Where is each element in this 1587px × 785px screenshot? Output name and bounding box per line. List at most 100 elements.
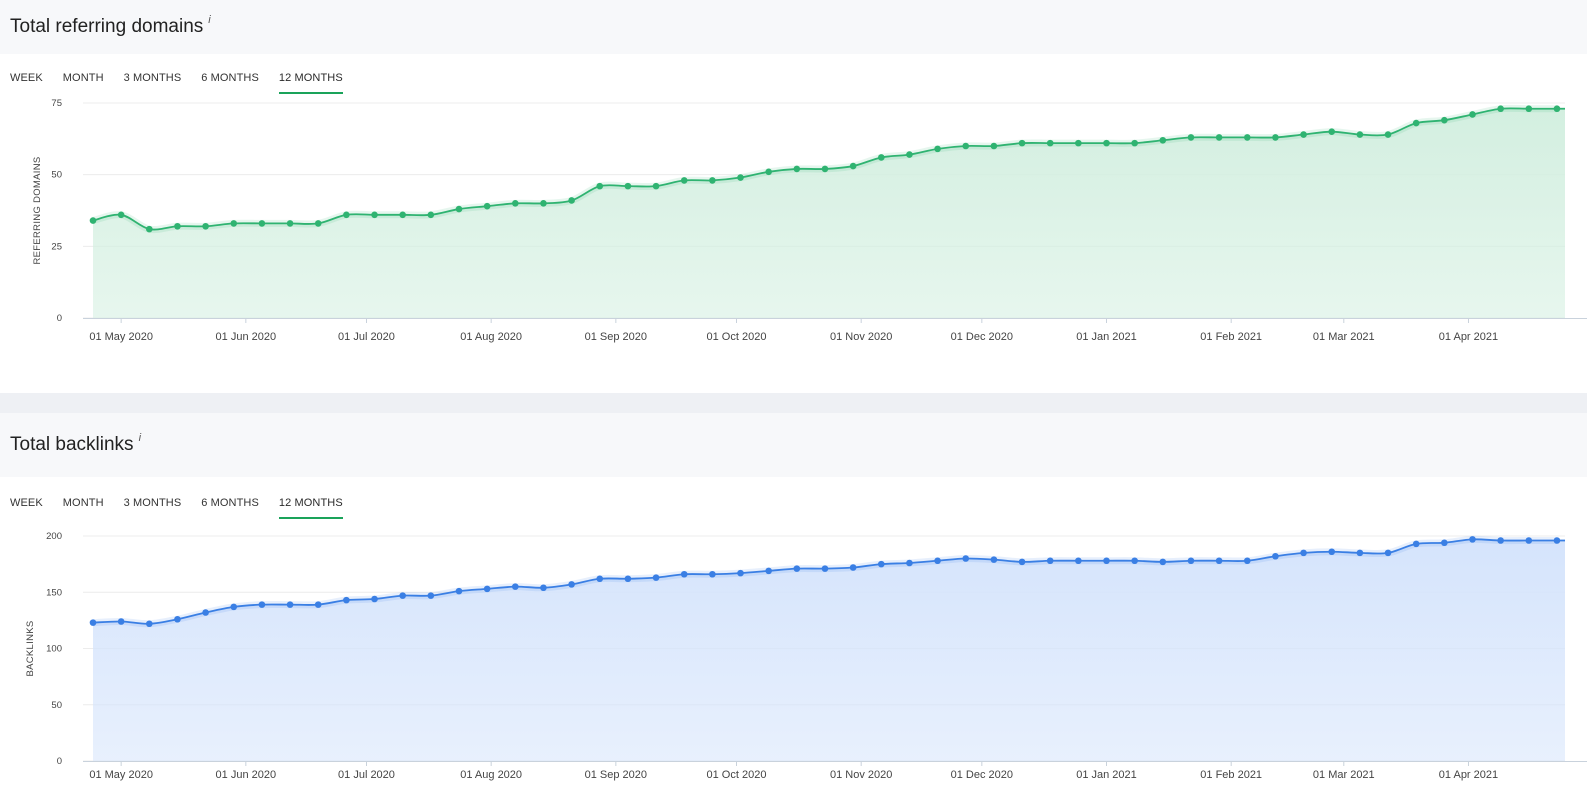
data-point[interactable] xyxy=(962,555,970,562)
data-point[interactable] xyxy=(765,168,772,176)
data-point[interactable] xyxy=(1384,131,1392,138)
data-point[interactable] xyxy=(1497,105,1504,113)
data-point[interactable] xyxy=(934,145,941,153)
data-point[interactable] xyxy=(286,220,294,227)
data-point[interactable] xyxy=(1075,557,1082,565)
data-point[interactable] xyxy=(343,211,350,219)
data-point[interactable] xyxy=(765,567,772,575)
data-point[interactable] xyxy=(258,601,266,608)
data-point[interactable] xyxy=(1243,134,1251,141)
data-point[interactable] xyxy=(1525,537,1533,544)
data-point[interactable] xyxy=(1159,558,1167,566)
data-point[interactable] xyxy=(117,618,125,625)
data-point[interactable] xyxy=(568,581,575,588)
data-point[interactable] xyxy=(877,154,885,161)
data-point[interactable] xyxy=(89,619,97,626)
tab-6-months[interactable]: 6 MONTHS xyxy=(201,497,259,509)
data-point[interactable] xyxy=(1018,558,1026,566)
info-icon[interactable]: i xyxy=(138,432,142,444)
data-point[interactable] xyxy=(1441,116,1448,124)
data-point[interactable] xyxy=(962,142,970,150)
data-point[interactable] xyxy=(1272,134,1279,141)
data-point[interactable] xyxy=(1131,557,1138,565)
data-point[interactable] xyxy=(1328,548,1336,556)
tab-month[interactable]: MONTH xyxy=(62,72,104,84)
data-point[interactable] xyxy=(230,220,238,227)
data-point[interactable] xyxy=(343,596,350,604)
data-point[interactable] xyxy=(202,609,209,616)
tab-week[interactable]: WEEK xyxy=(10,497,43,509)
data-point[interactable] xyxy=(1046,139,1054,147)
data-point[interactable] xyxy=(1103,557,1110,565)
data-point[interactable] xyxy=(1187,134,1195,141)
data-point[interactable] xyxy=(906,151,913,158)
data-point[interactable] xyxy=(652,574,660,581)
tab-week[interactable]: WEEK xyxy=(10,72,43,84)
data-point[interactable] xyxy=(258,220,266,227)
tab-12-months[interactable]: 12 MONTHS xyxy=(278,72,343,94)
data-point[interactable] xyxy=(1272,552,1279,560)
data-point[interactable] xyxy=(1412,540,1420,548)
data-point[interactable] xyxy=(877,560,885,568)
data-point[interactable] xyxy=(483,202,491,210)
data-point[interactable] xyxy=(1553,537,1561,544)
data-point[interactable] xyxy=(737,569,744,577)
data-point[interactable] xyxy=(1497,537,1504,544)
data-point[interactable] xyxy=(427,592,435,599)
data-point[interactable] xyxy=(511,200,519,207)
data-point[interactable] xyxy=(286,601,294,608)
data-point[interactable] xyxy=(1159,136,1167,144)
data-point[interactable] xyxy=(1075,139,1082,147)
data-point[interactable] xyxy=(1469,536,1476,543)
info-icon[interactable]: i xyxy=(208,14,211,26)
data-point[interactable] xyxy=(1412,119,1420,127)
data-point[interactable] xyxy=(427,211,435,219)
data-point[interactable] xyxy=(230,603,238,611)
data-point[interactable] xyxy=(990,142,998,150)
data-point[interactable] xyxy=(511,583,519,590)
data-point[interactable] xyxy=(314,601,322,608)
data-point[interactable] xyxy=(709,177,716,184)
data-point[interactable] xyxy=(371,595,378,603)
data-point[interactable] xyxy=(174,615,181,623)
data-point[interactable] xyxy=(371,211,378,219)
data-point[interactable] xyxy=(1384,549,1392,557)
data-point[interactable] xyxy=(1469,111,1476,118)
data-point[interactable] xyxy=(1215,557,1223,565)
data-point[interactable] xyxy=(399,592,406,599)
data-point[interactable] xyxy=(483,585,491,593)
data-point[interactable] xyxy=(1525,105,1533,113)
data-point[interactable] xyxy=(624,575,632,583)
data-point[interactable] xyxy=(540,584,547,592)
data-point[interactable] xyxy=(1356,131,1364,138)
data-point[interactable] xyxy=(849,162,857,170)
data-point[interactable] xyxy=(1300,131,1307,138)
data-point[interactable] xyxy=(849,564,857,571)
tab-3-months[interactable]: 3 MONTHS xyxy=(123,72,182,84)
data-point[interactable] xyxy=(709,570,716,578)
tab-6-months[interactable]: 6 MONTHS xyxy=(201,72,259,84)
data-point[interactable] xyxy=(1046,557,1054,565)
data-point[interactable] xyxy=(1328,128,1336,135)
data-point[interactable] xyxy=(89,217,97,224)
data-point[interactable] xyxy=(455,587,463,595)
data-point[interactable] xyxy=(596,575,604,583)
data-point[interactable] xyxy=(540,200,547,207)
data-point[interactable] xyxy=(1300,549,1307,557)
data-point[interactable] xyxy=(934,557,941,565)
data-point[interactable] xyxy=(680,570,688,578)
data-point[interactable] xyxy=(1441,539,1448,547)
data-point[interactable] xyxy=(1553,105,1561,113)
data-point[interactable] xyxy=(652,182,660,190)
data-point[interactable] xyxy=(399,211,406,219)
data-point[interactable] xyxy=(1018,139,1026,147)
data-point[interactable] xyxy=(793,565,801,572)
data-point[interactable] xyxy=(1215,134,1223,141)
data-point[interactable] xyxy=(624,182,632,190)
data-point[interactable] xyxy=(1187,557,1195,565)
data-point[interactable] xyxy=(455,205,463,213)
tab-month[interactable]: MONTH xyxy=(62,497,104,509)
data-point[interactable] xyxy=(117,211,125,219)
data-point[interactable] xyxy=(737,174,744,181)
data-point[interactable] xyxy=(906,559,913,567)
